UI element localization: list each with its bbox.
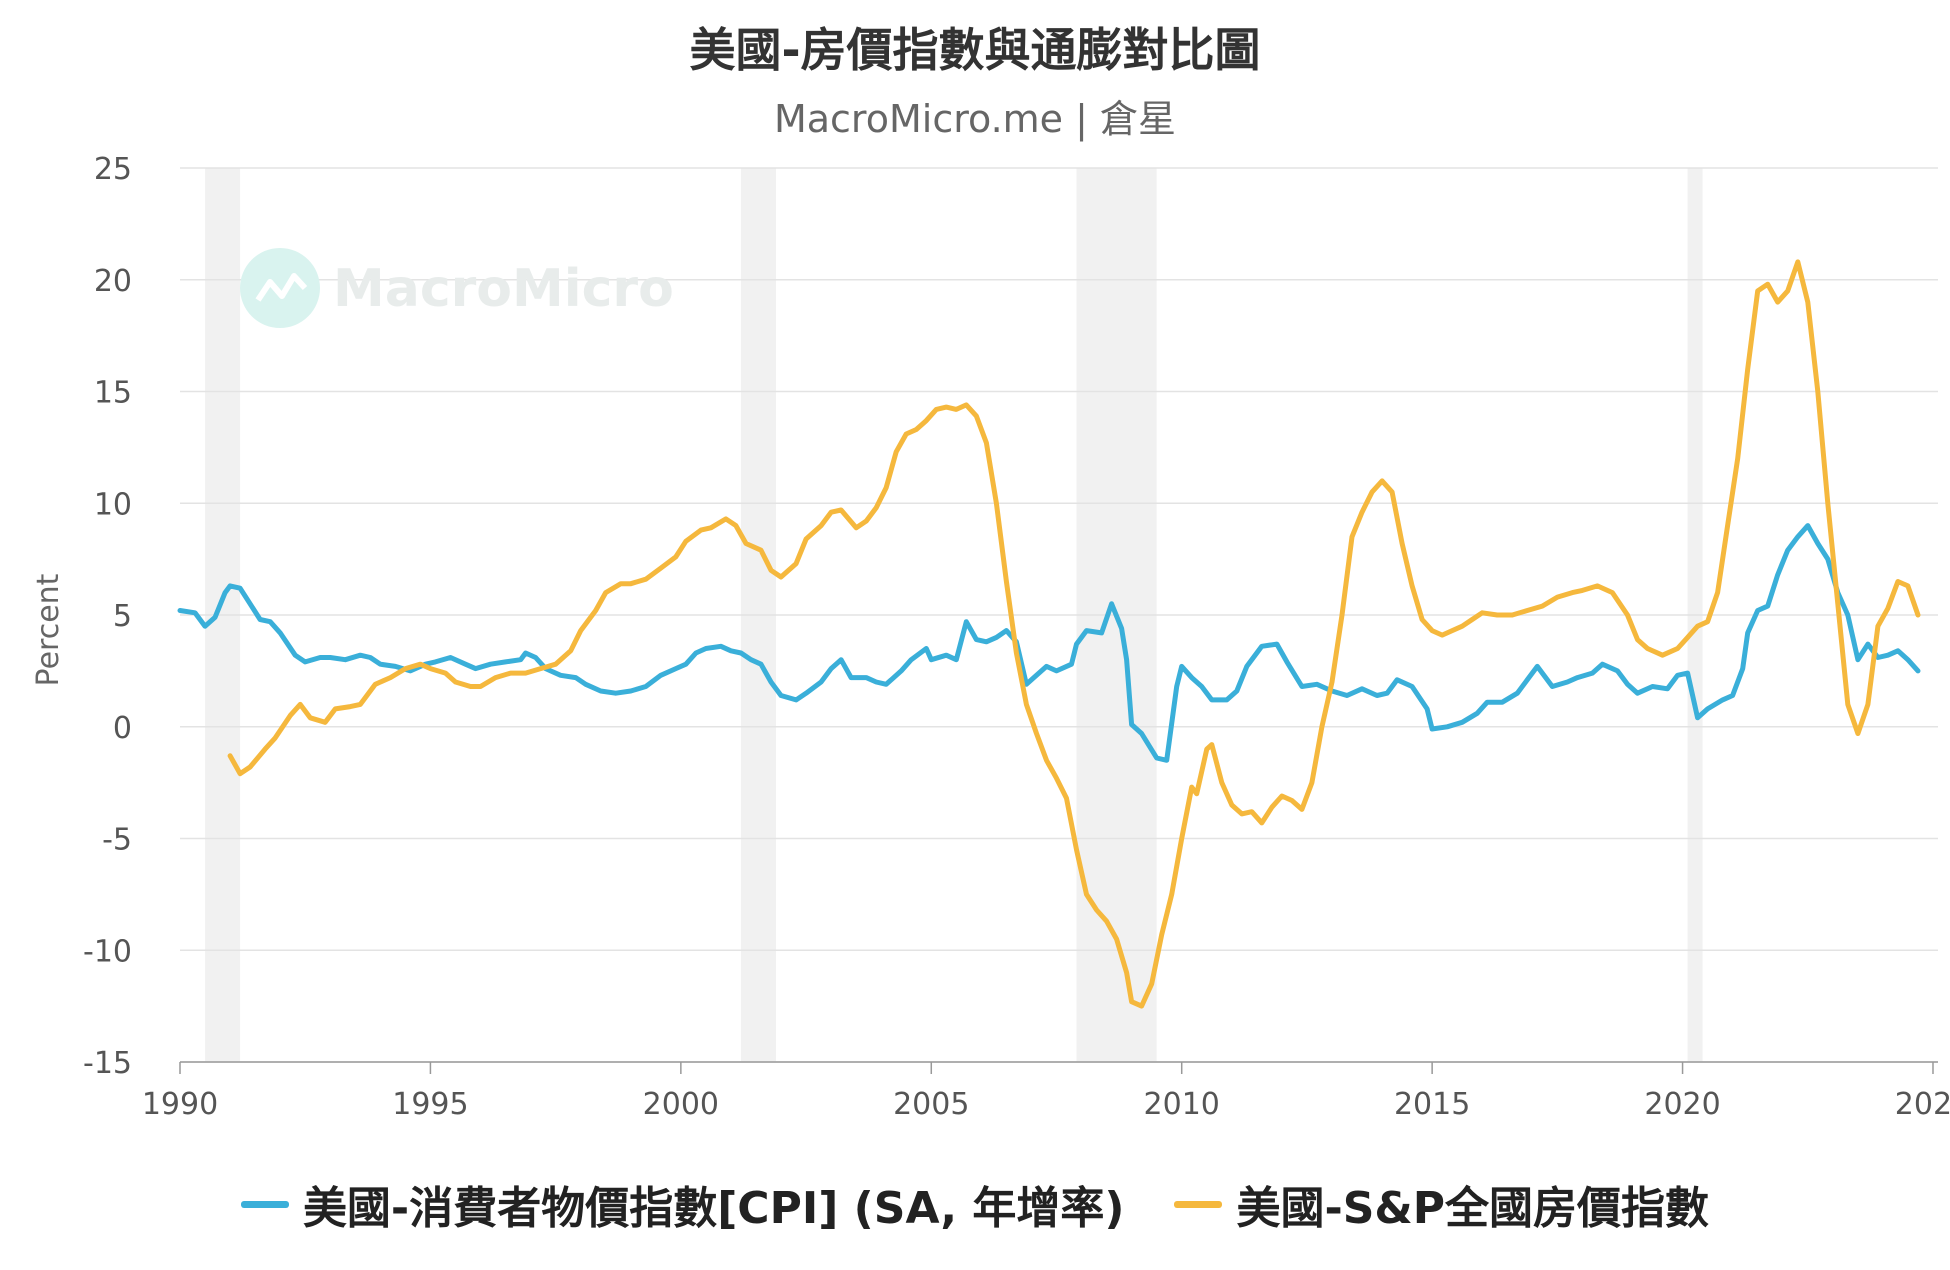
y-tick-label-2: 15	[94, 376, 132, 411]
series-line-0	[177, 523, 1921, 763]
y-tick-label-6: -5	[102, 823, 132, 858]
x-tick-label-2: 2000	[643, 1087, 719, 1122]
legend-label-hpi: 美國-S&P全國房價指數	[1236, 1183, 1710, 1234]
x-tick-label-1: 1995	[392, 1087, 468, 1122]
y-tick-label-4: 5	[113, 599, 132, 634]
x-tick-label-3: 2005	[893, 1087, 969, 1122]
legend-item-hpi[interactable]: 美國-S&P全國房價指數	[1174, 1172, 1709, 1236]
macromicro-logo-icon	[240, 248, 320, 328]
chart-subtitle: MacroMicro.me | 倉星	[773, 97, 1177, 141]
y-tick-label-7: -10	[83, 934, 132, 969]
x-tick-label-6: 2020	[1644, 1087, 1720, 1122]
legend-swatch-hpi	[1174, 1200, 1223, 1208]
x-tick-label-4: 2010	[1144, 1087, 1220, 1122]
x-tick-label-5: 2015	[1394, 1087, 1470, 1122]
legend-item-cpi[interactable]: 美國-消費者物價指數[CPI] (SA, 年增率)	[240, 1172, 1125, 1236]
y-tick-label-8: -15	[83, 1046, 132, 1081]
x-tick-label-0: 1990	[142, 1087, 218, 1122]
y-tick-label-3: 10	[94, 487, 132, 522]
series-line-1	[227, 259, 1921, 1009]
logo-chart-icon	[255, 273, 308, 302]
legend: 美國-消費者物價指數[CPI] (SA, 年增率) 美國-S&P全國房價指數	[0, 1172, 1950, 1236]
legend-label-cpi: 美國-消費者物價指數[CPI] (SA, 年增率)	[302, 1183, 1125, 1234]
y-tick-label-1: 20	[94, 264, 132, 299]
y-axis-label: Percent	[31, 573, 66, 686]
y-tick-label-0: 25	[94, 152, 132, 187]
watermark: MacroMicro	[240, 248, 674, 328]
series-lines	[177, 259, 1921, 1009]
legend-swatch-cpi	[240, 1200, 289, 1208]
x-tick-label-7: 2025	[1895, 1087, 1950, 1122]
y-tick-label-5: 0	[113, 711, 132, 746]
watermark-text: MacroMicro	[333, 259, 674, 319]
chart-title: 美國-房價指數與通膨對比圖	[689, 23, 1261, 77]
